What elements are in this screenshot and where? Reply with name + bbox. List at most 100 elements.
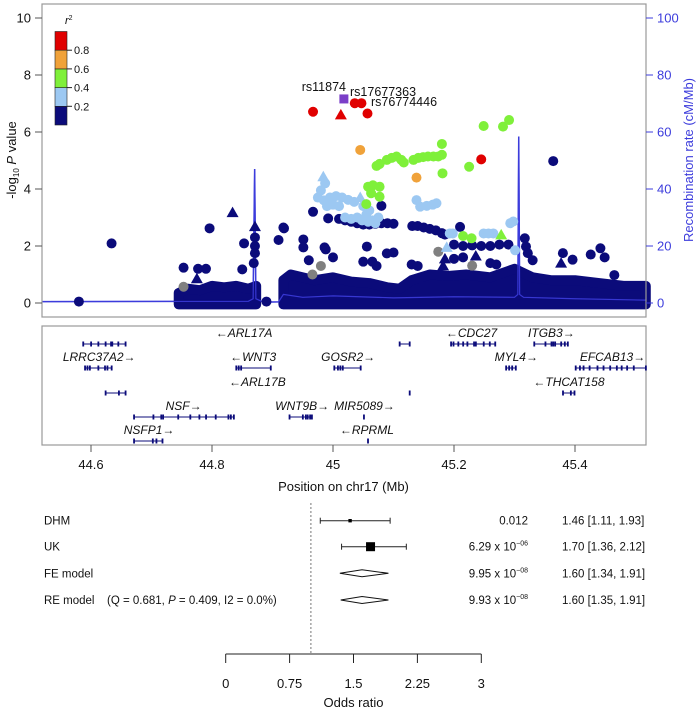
snp-point-navy [503, 239, 514, 250]
gene-exon [596, 365, 599, 371]
odds-ratio-ci: 1.60 [1.35, 1.91] [562, 595, 645, 607]
gene-model [288, 414, 313, 420]
dense-snp-cluster [173, 280, 262, 310]
gene-exon [563, 341, 566, 347]
snp-point-green [436, 138, 447, 149]
snp-point-navy [522, 248, 533, 259]
gene-exon [151, 438, 154, 444]
gene-label: ITGB3→ [528, 326, 575, 340]
snp-point-red [356, 98, 367, 109]
snp-point-navy-triangle [226, 206, 239, 218]
y2-tick-label: 0 [657, 296, 664, 311]
gene-exon [337, 365, 339, 371]
snp-point-gray [467, 260, 478, 271]
snp-point-navy [609, 270, 620, 281]
text-span: ← [340, 423, 352, 437]
gene-exon [97, 365, 100, 371]
forest-plot: DHM 0.012 1.46 [1.11, 1.93] UK 6.29 x 10−06 1… [44, 503, 645, 710]
snp-point-navy [458, 241, 469, 251]
snp-point-navy [449, 239, 459, 250]
snp-point-navy [567, 254, 578, 265]
gene-exon [408, 341, 411, 347]
gene-exon [88, 365, 91, 371]
snp-point-green [366, 188, 377, 199]
legend-bin-green [54, 68, 68, 88]
gene-exon [106, 365, 109, 371]
snp-point-navy [358, 256, 369, 267]
gene-exon [189, 414, 192, 420]
gene-exon [333, 365, 336, 371]
snp-point-navy [595, 243, 606, 254]
gene-exon [452, 341, 455, 347]
y-tick-label: 6 [24, 125, 31, 140]
gene-exon [508, 365, 511, 371]
gene-exon [155, 438, 158, 444]
snp-point-navy [323, 213, 334, 224]
snp-point-navy [249, 248, 260, 259]
gene-exon [550, 341, 553, 347]
text-span: = 0.409, I2 = 0.0%) [176, 595, 277, 607]
genes: ←ARL17A ←CDC27 ITGB3→LRRC37A2→ ←WNT3 GOSR2→ M… [63, 326, 647, 444]
x-tick-label: 44.8 [199, 457, 224, 472]
snp-point-lblue-triangle [354, 191, 367, 203]
x-tick-label: 45 [326, 457, 340, 472]
text-span: → [317, 399, 329, 413]
gene-exon [582, 365, 585, 371]
snp-point-navy [455, 221, 466, 232]
text-span: → [526, 350, 538, 364]
text-span: GOSR2 [321, 350, 363, 364]
snp-point-navy [73, 296, 84, 307]
gene-model [367, 438, 369, 444]
snp-point-navy [476, 241, 487, 251]
forest-tick-label: 2.25 [405, 676, 430, 691]
gene-track: ←ARL17A ←CDC27 ITGB3→LRRC37A2→ ←WNT3 GOSR2→ M… [41, 325, 647, 494]
text-span: LRRC37A2 [63, 350, 124, 364]
gene-exon [514, 365, 517, 371]
text-span: ARL17A [227, 326, 273, 340]
y-tick-label: 2 [24, 239, 31, 254]
snp-point-navy [491, 259, 502, 270]
p-value: 0.012 [499, 516, 528, 528]
gene-exon [306, 414, 309, 420]
snp-point-lblue [508, 216, 519, 227]
snp-point-lblue [447, 228, 458, 239]
snp-point-navy [193, 263, 204, 274]
gene-label: NSFP1→ [124, 423, 175, 437]
legend-title-sup: 2 [69, 15, 73, 22]
gene-label: LRRC37A2→ [63, 350, 136, 364]
y-label-p: P [4, 156, 19, 165]
snp-point-navy [278, 222, 289, 233]
snp-point-navy-triangle [555, 257, 568, 268]
text-span: THCAT158 [545, 375, 604, 389]
forest-row: DHM 0.012 1.46 [1.11, 1.93] [44, 516, 644, 528]
snp-point-navy [308, 206, 319, 217]
x-tick-label: 45.4 [562, 457, 587, 472]
gene-label: ←RPRML [340, 423, 394, 437]
gene-exon [494, 341, 497, 347]
text-span: P [168, 595, 176, 607]
forest-row: UK 6.29 x 10−06 1.70 [1.36, 2.12] [44, 541, 645, 554]
text-span: −06 [516, 541, 528, 548]
summary-diamond [340, 595, 389, 605]
x-tick-label: 44.6 [78, 457, 103, 472]
gene-exon [311, 414, 313, 420]
odds-ratio-ci: 1.70 [1.36, 2.12] [562, 542, 645, 554]
gene-exon [620, 365, 623, 371]
gene-label: WNT9B→ [275, 399, 329, 413]
legend-bin-red [54, 31, 68, 51]
gene-model [82, 341, 127, 347]
gene-exon [367, 438, 369, 444]
snp-point-green [458, 231, 469, 242]
gene-exon [569, 390, 572, 396]
gene-exon [579, 365, 581, 371]
gene-exon [609, 365, 612, 371]
gene-exon [152, 414, 155, 420]
legend-bin-lblue [54, 87, 68, 107]
snp-point-navy [237, 264, 248, 275]
gene-exon [214, 414, 217, 420]
p-value: 6.29 x 10−06 [469, 541, 528, 554]
snp-point-navy [248, 258, 259, 269]
snp-point-orange [355, 144, 366, 155]
